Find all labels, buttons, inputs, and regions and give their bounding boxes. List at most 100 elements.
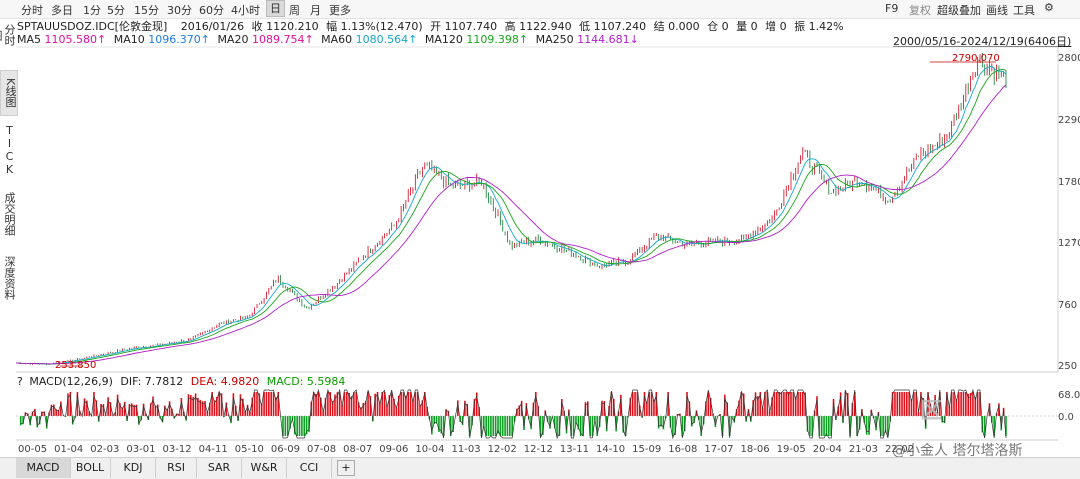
ma-legend: MA5 1105.580↑ MA10 1096.370↑ MA20 1089.7… [17,33,639,46]
tab-macd[interactable]: MACD [16,458,71,478]
tools-button[interactable]: 工具 [1013,4,1035,17]
increase-label: 增 0 [765,20,787,33]
watermark: 区 @小金人 塔尔塔洛斯 [892,393,1070,459]
ma120-value: 1109.398↑ [466,33,529,46]
tf-1min[interactable]: 1分 [83,4,101,17]
macd-dea: DEA: 4.9820 [190,375,260,388]
tf-multiday[interactable]: 多日 [51,4,73,17]
price-chart[interactable] [0,0,1080,460]
overlay-button[interactable]: 超级叠加 [937,4,981,17]
volume-label: 量 0 [736,20,758,33]
watermark-text: @小金人 塔尔塔洛斯 [892,443,1023,459]
ma-line [16,65,1007,365]
date-tick: 15-09 [632,444,662,455]
tab-fenshi-chart[interactable]: 分时图 [0,24,16,46]
macd-histogram [16,388,1058,440]
date-tick: 08-07 [343,444,373,455]
tab-kdj[interactable]: KDJ [111,458,156,478]
adjust-button[interactable]: 复权 [909,4,931,17]
draw-button[interactable]: 画线 [986,4,1008,17]
ma20-value: 1089.754↑ [251,33,314,46]
macd-dif: DIF: 7.7812 [120,375,184,388]
timeframe-toolbar: 分时 多日 1分 5分 15分 30分 60分 4小时 日 周 月 更多 F9 … [0,0,1080,19]
tf-4hour[interactable]: 4小时 [231,4,260,17]
ma10-name: MA10 [113,33,145,46]
tf-15min[interactable]: 15分 [134,4,159,17]
price-tick: 2290 [1058,115,1080,126]
tab-tick[interactable]: TICK [3,124,16,176]
date-tick: 18-06 [740,444,770,455]
ma60-value: 1080.564↑ [355,33,418,46]
tab-depth-info[interactable]: 深度资料 [3,256,16,300]
collapse-arrow-icon[interactable]: ‹ [1072,235,1076,246]
macd-help-icon[interactable]: ? [17,375,23,388]
ma120-name: MA120 [424,33,463,46]
amplitude-label: 振 1.42% [794,20,844,33]
date-tick: 13-11 [559,444,589,455]
svg-text:区: 区 [920,399,942,424]
tab-sar[interactable]: SAR [197,458,242,478]
ma5-name: MA5 [17,33,42,46]
tf-weekly[interactable]: 周 [289,4,300,17]
tab-kline-chart[interactable]: K线图 [0,70,18,116]
tf-fenshi[interactable]: 分时 [21,4,43,17]
date-tick: 00-05 [18,444,48,455]
date-tick: 05-10 [234,444,264,455]
price-tick: 1270 [1058,238,1080,249]
ma250-name: MA250 [535,33,574,46]
macd-dif-line [20,388,1007,440]
f9-button[interactable]: F9 [885,2,899,15]
price-tick: 1780 [1058,177,1080,188]
ma60-name: MA60 [321,33,353,46]
change-label: 幅 1.13%(12.470) [326,20,423,33]
symbol-label: SPTAUUSDOZ.IDC[伦敦金现] [17,20,168,33]
date-tick: 07-08 [307,444,337,455]
tf-more[interactable]: 更多 [329,4,351,17]
tf-daily[interactable]: 日 [266,0,285,17]
date-tick: 09-06 [379,444,409,455]
tab-boll[interactable]: BOLL [70,458,111,478]
ma20-name: MA20 [217,33,249,46]
ma250-value: 1144.681↓ [577,33,639,46]
tf-30min[interactable]: 30分 [167,4,192,17]
date-range-label[interactable]: 2000/05/16-2024/12/19(6406日) [893,35,1072,48]
tf-5min[interactable]: 5分 [107,4,125,17]
max-price-annotation: 2790.070 [952,53,1000,64]
date-tick: 22-02 [885,444,915,455]
date-tick: 12-02 [487,444,517,455]
left-view-tabs: 分时图 K线图 TICK 成交明细 深度资料 [0,0,18,400]
ma5-value: 1105.580↑ [44,33,107,46]
settings-gear-icon[interactable]: ⚙ [1044,1,1054,14]
date-tick: 14-10 [596,444,626,455]
date-tick: 21-03 [848,444,878,455]
date-tick: 12-12 [523,444,553,455]
close-label: 收 1120.210 [251,20,319,33]
ma-line [16,68,1007,365]
macd-legend: ? MACD(12,26,9) DIF: 7.7812 DEA: 4.9820 … [17,375,345,388]
date-tick: 06-09 [270,444,300,455]
ma-line [16,84,1007,365]
date-tick: 01-04 [54,444,84,455]
tf-monthly[interactable]: 月 [310,4,321,17]
date-tick: 02-03 [90,444,120,455]
macd-params: MACD(12,26,9) [29,375,113,388]
macd-axis-top: 68.0 [1058,390,1080,401]
tab-cci[interactable]: CCI [287,458,332,478]
date-tick: 03-01 [126,444,156,455]
price-tick: 2800 [1058,53,1080,64]
tf-60min[interactable]: 60分 [199,4,224,17]
date-tick: 04-11 [198,444,228,455]
watermark-logo-icon: 区 [920,399,942,424]
tab-rsi[interactable]: RSI [156,458,197,478]
low-label: 低 1107.240 [579,20,647,33]
settle-label: 结 0.000 [653,20,700,33]
macd-axis-zero: 0.0 [1058,412,1074,423]
price-tick: 760 [1058,300,1078,311]
date-tick: 16-08 [668,444,698,455]
open-label: 开 1107.740 [430,20,498,33]
add-indicator-button[interactable]: + [337,460,355,476]
tab-trade-detail[interactable]: 成交明细 [3,192,16,236]
date-tick: 17-07 [704,444,734,455]
quote-info-row: SPTAUUSDOZ.IDC[伦敦金现] 2016/01/26 收 1120.2… [17,18,844,34]
tab-wr[interactable]: W&R [242,458,287,478]
